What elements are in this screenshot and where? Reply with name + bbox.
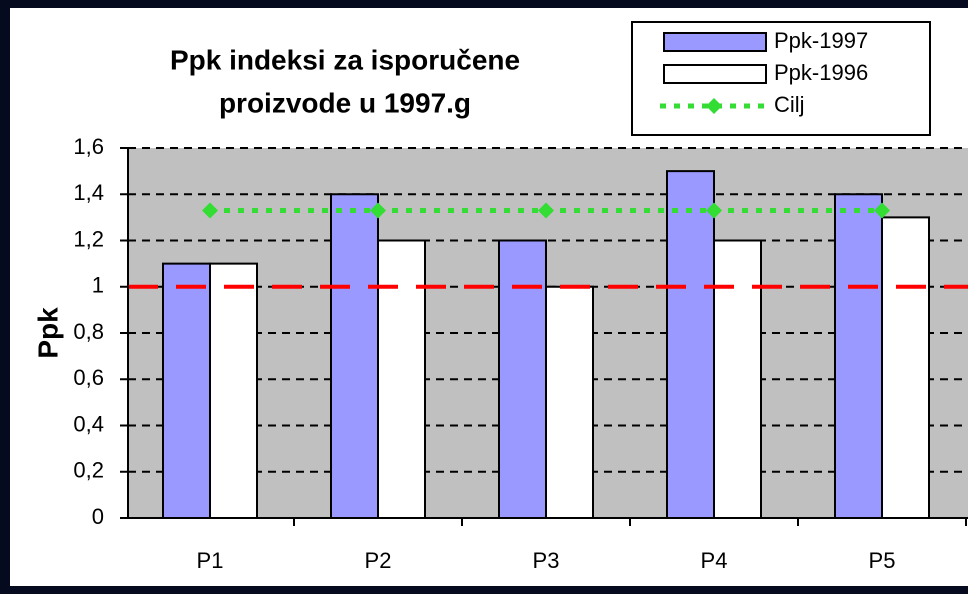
y-axis-label: Ppk: [32, 307, 63, 359]
x-tick-label: P3: [533, 548, 560, 573]
legend-label: Ppk-1996: [774, 60, 868, 85]
y-tick-label: 0,2: [73, 458, 104, 483]
x-tick-label: P4: [701, 548, 728, 573]
marker: [370, 202, 386, 219]
bar: [209, 262, 258, 519]
marker: [706, 202, 722, 219]
legend-swatch: [663, 64, 767, 84]
y-tick-label: 0: [92, 504, 104, 529]
y-tick-label: 1,4: [73, 180, 104, 205]
y-tick-label: 0,6: [73, 365, 104, 390]
y-tick-label: 0,8: [73, 319, 104, 344]
bar: [666, 170, 715, 519]
marker: [538, 202, 554, 219]
bar: [834, 193, 883, 519]
bar: [881, 216, 930, 519]
bar: [713, 239, 762, 519]
y-tick-label: 0,4: [73, 411, 104, 436]
chart-title: proizvode u 1997.g: [219, 87, 471, 118]
bar: [498, 239, 547, 519]
legend-label: Cilj: [774, 92, 805, 117]
y-tick-label: 1,6: [73, 134, 104, 159]
x-tick-label: P1: [197, 548, 224, 573]
x-tick-label: P5: [869, 548, 896, 573]
y-tick-label: 1: [92, 273, 104, 298]
bar: [162, 262, 211, 519]
bar: [330, 193, 379, 519]
legend-label: Ppk-1997: [774, 28, 868, 53]
bar: [377, 239, 426, 519]
x-tick-label: P2: [365, 548, 392, 573]
marker: [874, 202, 890, 219]
y-tick-label: 1,2: [73, 226, 104, 251]
chart-title: Ppk indeksi za isporučene: [170, 44, 520, 75]
marker: [202, 202, 218, 219]
legend-swatch: [706, 98, 722, 114]
legend-swatch: [663, 32, 767, 52]
bar: [545, 285, 594, 519]
